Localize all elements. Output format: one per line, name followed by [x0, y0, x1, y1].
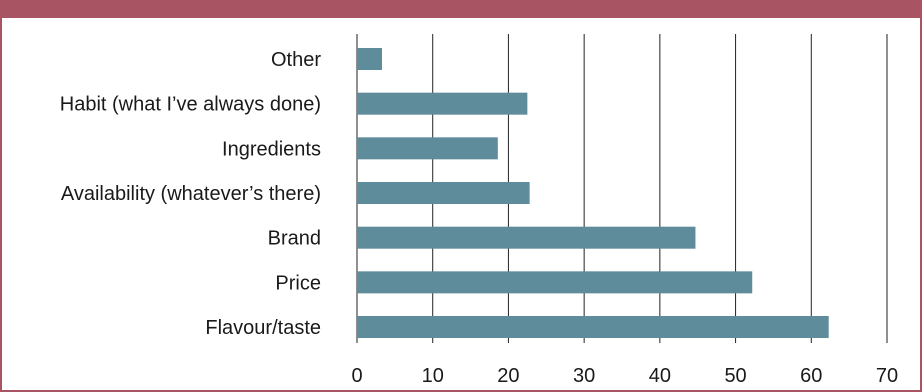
category-label: Ingredients	[222, 138, 321, 160]
category-label: Habit (what I’ve always done)	[60, 94, 321, 116]
header-band	[0, 0, 922, 18]
category-label: Flavour/taste	[205, 317, 321, 339]
x-tick-label: 10	[422, 365, 444, 387]
category-label: Availability (whatever’s there)	[61, 183, 321, 205]
category-label: Price	[275, 272, 321, 294]
bar	[357, 271, 753, 294]
category-label: Other	[271, 49, 321, 71]
x-tick-label: 60	[800, 365, 822, 387]
x-tick-label: 20	[497, 365, 519, 387]
bar	[357, 48, 382, 70]
bar	[357, 92, 528, 115]
x-tick-label: 30	[573, 365, 595, 387]
x-tick-label: 0	[351, 365, 362, 387]
bar	[357, 137, 498, 160]
x-tick-label: 50	[724, 365, 746, 387]
x-tick-label: 40	[649, 365, 671, 387]
category-label: Brand	[268, 228, 321, 250]
bar	[357, 226, 696, 249]
bar	[357, 316, 829, 339]
x-tick-label: 70	[876, 365, 898, 387]
bar	[357, 182, 530, 205]
